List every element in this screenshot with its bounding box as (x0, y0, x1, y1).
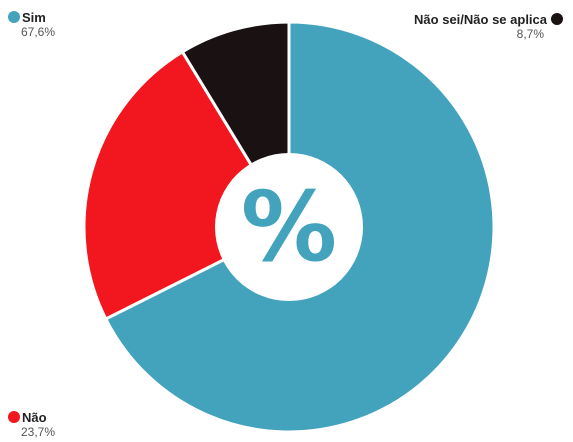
donut-hole (215, 153, 363, 301)
legend-value-sim: 67,6% (21, 25, 56, 39)
legend-value-nao-sei: 8,7% (516, 27, 544, 41)
center-percent-label: % (241, 171, 337, 283)
legend-label-nao-sei: Não sei/Não se aplica (414, 12, 547, 27)
legend-entry-nao: Não 23,7% (8, 410, 55, 440)
legend-dot-nao (8, 411, 20, 423)
legend-label-nao: Não (22, 410, 47, 425)
legend-value-nao: 23,7% (21, 425, 56, 439)
legend-entry-sim: Sim 67,6% (8, 10, 55, 40)
legend-entry-nao-sei: Não sei/Não se aplica 8,7% (414, 12, 563, 42)
legend-dot-sim (8, 11, 20, 23)
legend-label-sim: Sim (22, 10, 46, 25)
legend-dot-nao-sei (551, 13, 563, 25)
